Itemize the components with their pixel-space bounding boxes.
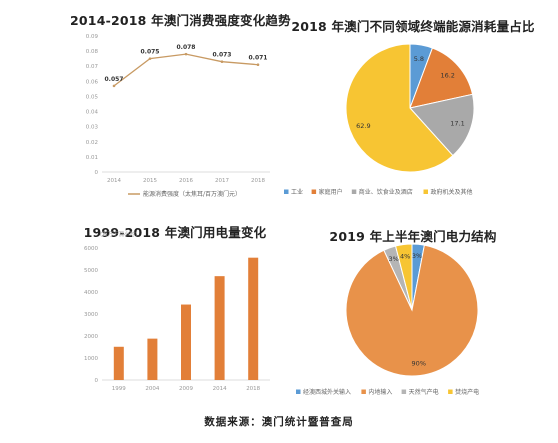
power-slice bbox=[345, 244, 479, 377]
source-note: 数据来源：澳门统计暨普查局 bbox=[204, 416, 354, 428]
power-slice bbox=[394, 243, 413, 311]
power-pie-chart: 3% 90% 3% 4% 经澳西城外关输入 内地输入 天然气产电 焚烧产电 bbox=[296, 243, 479, 396]
power-legend-label: 经澳西城外关输入 bbox=[303, 388, 351, 396]
x-tick-label: 2004 bbox=[145, 386, 159, 392]
power-pie-panel: 2019 年上半年澳门电力结构 3% 90% 3% 4% 经澳西城外关输入 内地输入 天然气… bbox=[278, 208, 548, 408]
x-tick-label: 2018 bbox=[251, 178, 265, 184]
y-tick-label: 4000 bbox=[84, 290, 98, 296]
x-tick-label: 1999 bbox=[112, 386, 126, 392]
y-tick-label: 2000 bbox=[84, 334, 98, 340]
power-legend-label: 内地输入 bbox=[368, 388, 392, 396]
series-line bbox=[113, 53, 259, 87]
power-legend-swatch bbox=[401, 389, 407, 394]
sector-legend-label: 政府机关及其他 bbox=[431, 188, 473, 196]
sector-slice-label: 17.1 bbox=[450, 119, 464, 127]
line-chart-title: 2014-2018 年澳门消费强度变化趋势 bbox=[70, 13, 291, 28]
y-tick-label: 0.08 bbox=[86, 49, 99, 55]
data-point bbox=[256, 63, 260, 67]
y-tick-label: 0 bbox=[95, 378, 99, 384]
sector-slice bbox=[345, 43, 454, 173]
sector-legend-swatch bbox=[284, 189, 289, 194]
data-label: 0.078 bbox=[177, 44, 196, 51]
y-tick-label: 0.03 bbox=[86, 125, 99, 131]
y-tick-label: 0.01 bbox=[86, 155, 98, 161]
power-slice-label: 90% bbox=[412, 360, 426, 368]
y-tick-label: 0.07 bbox=[86, 64, 99, 70]
line-chart-panel: 2014-2018 年澳门消费强度变化趋势 0 0.01 0.02 0.03 0.04 0… bbox=[70, 8, 291, 203]
sector-pie-panel: 2018 年澳门不同领域终端能源消耗量占比 5.8 16.2 17.1 62.9 工业 家… bbox=[278, 8, 548, 203]
bar bbox=[147, 338, 158, 380]
x-tick-label: 2016 bbox=[179, 178, 193, 184]
sector-pie-chart: 5.8 16.2 17.1 62.9 工业 家庭用户 商业、饮食业及酒店 政府机关及其他 bbox=[284, 43, 475, 196]
data-point bbox=[112, 84, 116, 88]
power-slice-label: 3% bbox=[389, 255, 399, 263]
bar bbox=[214, 276, 225, 380]
bar bbox=[181, 304, 191, 380]
power-legend-label: 天然气产电 bbox=[409, 388, 439, 396]
data-point bbox=[220, 60, 224, 63]
x-tick-label: 2014 bbox=[213, 386, 227, 392]
power-legend-label: 焚烧产电 bbox=[455, 388, 479, 396]
y-tick-label: 5000 bbox=[84, 268, 98, 274]
bar bbox=[248, 257, 259, 380]
power-legend-swatch bbox=[296, 389, 301, 394]
sector-slice-label: 5.8 bbox=[414, 55, 424, 63]
sector-legend-swatch bbox=[423, 189, 428, 194]
sector-legend-label: 工业 bbox=[291, 188, 303, 196]
x-tick-label: 2009 bbox=[179, 386, 193, 392]
bar-chart-title: 1999-2018 年澳门用电量变化 bbox=[83, 225, 267, 240]
power-legend-swatch bbox=[448, 389, 453, 394]
sector-slice-label: 16.2 bbox=[440, 71, 454, 79]
sector-pie-title: 2018 年澳门不同领域终端能源消耗量占比 bbox=[291, 19, 535, 34]
bar bbox=[113, 346, 124, 380]
legend-label: 能源消费强度（太焦耳/百万澳门元） bbox=[143, 190, 241, 198]
sector-legend-swatch bbox=[351, 189, 357, 194]
y-tick-label: 1000 bbox=[84, 356, 98, 362]
sector-slice bbox=[409, 93, 475, 157]
y-unit-label: (百万千瓦小时) bbox=[100, 230, 137, 238]
x-tick-label: 2015 bbox=[143, 178, 157, 184]
y-tick-label: 0.06 bbox=[86, 79, 99, 85]
sector-slice bbox=[409, 47, 474, 109]
sector-legend-swatch bbox=[311, 189, 317, 194]
power-pie-title: 2019 年上半年澳门电力结构 bbox=[329, 229, 497, 244]
power-slice-label: 4% bbox=[400, 252, 410, 260]
x-tick-label: 2018 bbox=[246, 386, 260, 392]
bar-chart-panel: 1999-2018 年澳门用电量变化 (百万千瓦小时) 0 1000 2000 3000… bbox=[70, 208, 280, 408]
line-chart: 0 0.01 0.02 0.03 0.04 0.05 0.06 0.07 0.08 0.09 201… bbox=[86, 34, 270, 198]
data-label: 0.057 bbox=[105, 76, 124, 83]
data-label: 0.071 bbox=[249, 55, 268, 62]
y-tick-label: 0.09 bbox=[86, 34, 99, 40]
data-point bbox=[148, 57, 152, 60]
sector-slice-label: 62.9 bbox=[356, 122, 370, 130]
y-tick-label: 0.05 bbox=[86, 94, 99, 100]
x-tick-label: 2014 bbox=[107, 178, 121, 184]
x-tick-label: 2017 bbox=[215, 178, 229, 184]
sector-legend-label: 家庭用户 bbox=[319, 188, 343, 196]
y-tick-label: 3000 bbox=[84, 312, 98, 318]
y-tick-label: 0 bbox=[95, 170, 99, 176]
data-point bbox=[184, 52, 188, 56]
power-slice-label: 3% bbox=[412, 252, 422, 260]
data-label: 0.073 bbox=[213, 52, 232, 59]
power-legend-swatch bbox=[361, 389, 366, 394]
data-label: 0.075 bbox=[141, 49, 160, 56]
y-tick-label: 6000 bbox=[84, 246, 98, 252]
y-tick-label: 0.02 bbox=[86, 140, 98, 146]
y-tick-label: 0.04 bbox=[86, 110, 99, 116]
sector-legend-label: 商业、饮食业及酒店 bbox=[359, 188, 413, 196]
bar-chart: (百万千瓦小时) 0 1000 2000 3000 4000 5000 6000 1999 200… bbox=[84, 230, 270, 392]
